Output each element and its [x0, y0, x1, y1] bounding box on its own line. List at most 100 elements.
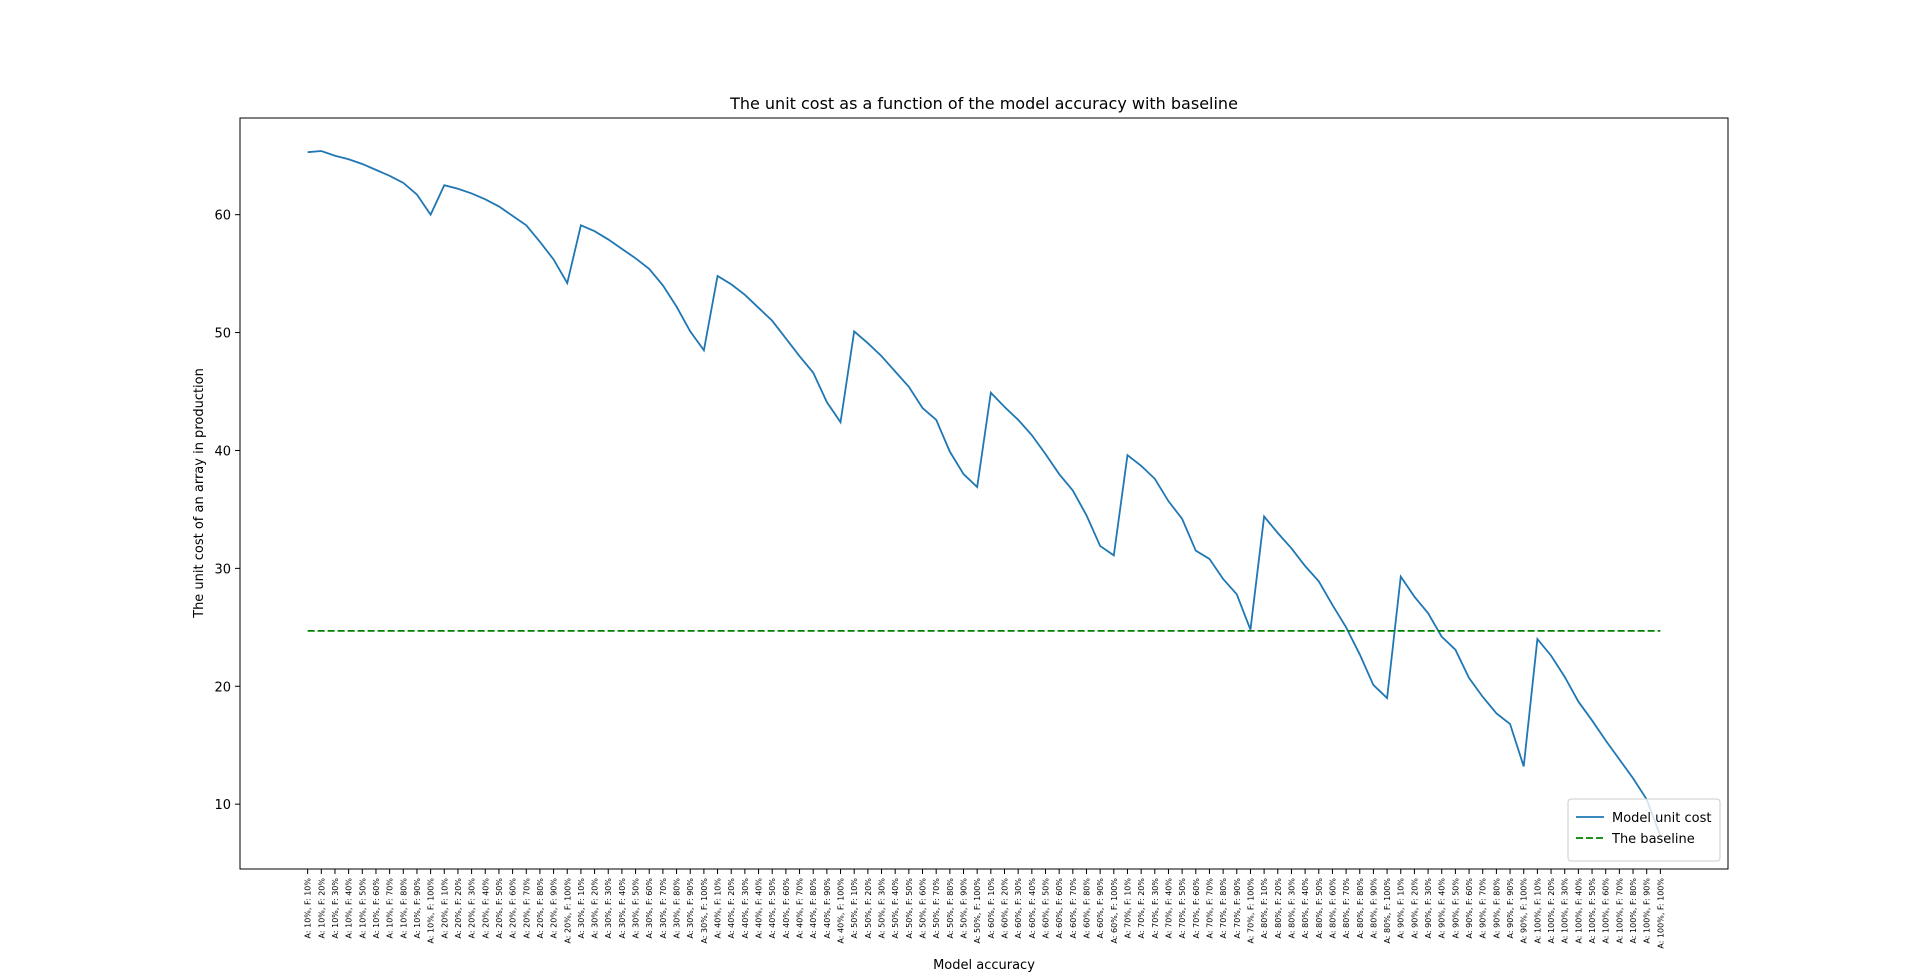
- x-tick-label: A: 60%, F: 40%: [1028, 878, 1037, 939]
- x-tick-label: A: 100%, F: 90%: [1643, 878, 1652, 944]
- x-tick-label: A: 50%, F: 50%: [905, 878, 914, 939]
- x-tick-label: A: 90%, F: 70%: [1479, 878, 1488, 939]
- x-tick-label: A: 70%, F: 20%: [1137, 878, 1146, 939]
- x-tick-label: A: 10%, F: 10%: [304, 878, 313, 939]
- x-tick-label: A: 90%, F: 90%: [1506, 878, 1515, 939]
- x-tick-label: A: 50%, F: 90%: [960, 878, 969, 939]
- x-tick-label: A: 60%, F: 30%: [1014, 878, 1023, 939]
- x-tick-label: A: 90%, F: 10%: [1397, 878, 1406, 939]
- x-tick-label: A: 100%, F: 10%: [1533, 878, 1542, 944]
- x-tick-label: A: 70%, F: 10%: [1123, 878, 1132, 939]
- x-tick-label: A: 20%, F: 50%: [495, 878, 504, 939]
- x-tick-label: A: 10%, F: 70%: [386, 878, 395, 939]
- x-tick-label: A: 40%, F: 50%: [768, 878, 777, 939]
- x-tick-label: A: 50%, F: 70%: [932, 878, 941, 939]
- x-tick-label: A: 30%, F: 90%: [686, 878, 695, 939]
- x-tick-label: A: 10%, F: 50%: [358, 878, 367, 939]
- x-tick-label: A: 20%, F: 70%: [522, 878, 531, 939]
- x-tick-label: A: 90%, F: 80%: [1492, 878, 1501, 939]
- x-axis-label: Model accuracy: [933, 958, 1035, 973]
- x-tick-label: A: 20%, F: 60%: [509, 878, 518, 939]
- x-tick-label: A: 40%, F: 40%: [755, 878, 764, 939]
- x-tick-label: A: 90%, F: 20%: [1410, 878, 1419, 939]
- legend: Model unit cost The baseline: [1567, 798, 1721, 862]
- y-tick-label: 40: [214, 444, 231, 459]
- chart-title: The unit cost as a function of the model…: [729, 94, 1238, 113]
- x-tick-label: A: 40%, F: 10%: [714, 878, 723, 939]
- x-tick-label: A: 50%, F: 100%: [973, 878, 982, 944]
- y-tick-label: 30: [214, 562, 231, 577]
- x-tick-label: A: 70%, F: 70%: [1205, 878, 1214, 939]
- x-tick-label: A: 50%, F: 10%: [850, 878, 859, 939]
- x-tick-label: A: 70%, F: 40%: [1164, 878, 1173, 939]
- x-tick-label: A: 70%, F: 50%: [1178, 878, 1187, 939]
- x-tick-label: A: 30%, F: 60%: [645, 878, 654, 939]
- x-tick-label: A: 50%, F: 20%: [864, 878, 873, 939]
- x-tick-label: A: 80%, F: 60%: [1328, 878, 1337, 939]
- x-tick-label: A: 40%, F: 60%: [782, 878, 791, 939]
- x-tick-label: A: 80%, F: 30%: [1287, 878, 1296, 939]
- x-tick-label: A: 80%, F: 90%: [1369, 878, 1378, 939]
- x-tick-label: A: 20%, F: 10%: [440, 878, 449, 939]
- x-tick-label: A: 30%, F: 20%: [591, 878, 600, 939]
- x-tick-label: A: 60%, F: 20%: [1000, 878, 1009, 939]
- x-tick-label: A: 70%, F: 90%: [1233, 878, 1242, 939]
- x-tick-label: A: 70%, F: 80%: [1219, 878, 1228, 939]
- legend-box: [1567, 798, 1721, 862]
- legend-label: The baseline: [1611, 832, 1695, 847]
- x-tick-label: A: 60%, F: 100%: [1110, 878, 1119, 944]
- x-tick-label: A: 30%, F: 40%: [618, 878, 627, 939]
- x-tick-label: A: 60%, F: 80%: [1082, 878, 1091, 939]
- x-tick-label: A: 40%, F: 70%: [796, 878, 805, 939]
- x-tick-label: A: 80%, F: 40%: [1301, 878, 1310, 939]
- x-tick-label: A: 70%, F: 60%: [1192, 878, 1201, 939]
- x-tick-label: A: 100%, F: 60%: [1602, 878, 1611, 944]
- series-line: [307, 150, 1662, 837]
- y-tick-label: 60: [214, 209, 231, 224]
- x-tick-label: A: 80%, F: 70%: [1342, 878, 1351, 939]
- x-tick-label: A: 10%, F: 100%: [427, 878, 436, 944]
- x-tick-label: A: 60%, F: 50%: [1041, 878, 1050, 939]
- x-tick-label: A: 100%, F: 70%: [1615, 878, 1624, 944]
- x-tick-label: A: 80%, F: 80%: [1356, 878, 1365, 939]
- x-tick-label: A: 20%, F: 90%: [550, 878, 559, 939]
- x-tick-label: A: 40%, F: 20%: [727, 878, 736, 939]
- y-axis-label: The unit cost of an array in production: [192, 368, 207, 619]
- y-tick-label: 20: [214, 680, 231, 695]
- x-tick-label: A: 100%, F: 50%: [1588, 878, 1597, 944]
- y-tick-label: 10: [214, 798, 231, 813]
- x-tick-label: A: 50%, F: 60%: [919, 878, 928, 939]
- x-tick-label: A: 100%, F: 100%: [1656, 878, 1665, 949]
- x-tick-label: A: 100%, F: 20%: [1547, 878, 1556, 944]
- x-tick-label: A: 20%, F: 40%: [481, 878, 490, 939]
- x-tick-label: A: 90%, F: 50%: [1451, 878, 1460, 939]
- x-tick-label: A: 40%, F: 100%: [837, 878, 846, 944]
- x-tick-label: A: 20%, F: 80%: [536, 878, 545, 939]
- x-tick-label: A: 40%, F: 30%: [741, 878, 750, 939]
- x-tick-label: A: 30%, F: 80%: [673, 878, 682, 939]
- x-tick-label: A: 50%, F: 30%: [878, 878, 887, 939]
- x-tick-label: A: 70%, F: 30%: [1151, 878, 1160, 939]
- x-tick-label: A: 90%, F: 100%: [1520, 878, 1529, 944]
- x-tick-label: A: 20%, F: 100%: [563, 878, 572, 944]
- x-tick-label: A: 80%, F: 50%: [1315, 878, 1324, 939]
- x-tick-label: A: 100%, F: 30%: [1561, 878, 1570, 944]
- y-tick-label: 50: [214, 327, 231, 342]
- x-tick-label: A: 10%, F: 90%: [413, 878, 422, 939]
- x-tick-label: A: 50%, F: 80%: [946, 878, 955, 939]
- x-tick-label: A: 60%, F: 60%: [1055, 878, 1064, 939]
- x-tick-label: A: 20%, F: 30%: [468, 878, 477, 939]
- x-tick-label: A: 40%, F: 80%: [809, 878, 818, 939]
- x-tick-label: A: 100%, F: 40%: [1574, 878, 1583, 944]
- x-tick-label: A: 100%, F: 80%: [1629, 878, 1638, 944]
- x-tick-label: A: 60%, F: 70%: [1069, 878, 1078, 939]
- x-tick-label: A: 30%, F: 70%: [659, 878, 668, 939]
- legend-label: Model unit cost: [1612, 811, 1711, 826]
- x-tick-label: A: 70%, F: 100%: [1246, 878, 1255, 944]
- x-tick-label: A: 90%, F: 60%: [1465, 878, 1474, 939]
- x-tick-label: A: 30%, F: 100%: [700, 878, 709, 944]
- x-tick-label: A: 10%, F: 80%: [399, 878, 408, 939]
- x-tick-label: A: 10%, F: 30%: [331, 878, 340, 939]
- x-tick-label: A: 60%, F: 90%: [1096, 878, 1105, 939]
